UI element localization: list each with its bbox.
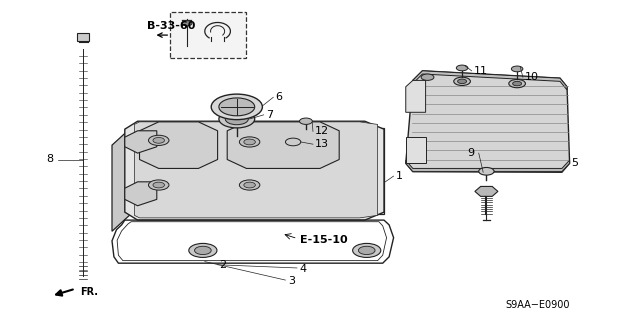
Polygon shape [131,128,384,214]
Circle shape [195,246,211,255]
Polygon shape [413,71,567,90]
Polygon shape [406,137,426,163]
Text: 3: 3 [288,276,295,286]
Text: 13: 13 [315,139,329,149]
Text: 11: 11 [474,66,488,76]
Polygon shape [112,128,131,231]
Circle shape [153,137,164,143]
Circle shape [148,180,169,190]
Text: FR.: FR. [80,287,98,297]
Circle shape [244,139,255,145]
Circle shape [511,66,523,72]
Circle shape [458,79,467,84]
Polygon shape [475,186,498,197]
Polygon shape [140,122,218,168]
Text: 12: 12 [315,126,329,137]
Polygon shape [227,122,339,168]
Polygon shape [125,121,384,220]
Circle shape [211,94,262,120]
Circle shape [219,110,255,128]
Polygon shape [125,182,157,206]
Polygon shape [406,71,570,172]
Text: 8: 8 [46,154,53,165]
Circle shape [421,74,434,80]
Text: 2: 2 [219,260,226,271]
Circle shape [513,81,522,86]
Circle shape [153,182,164,188]
Circle shape [244,182,255,188]
Polygon shape [406,80,426,112]
Circle shape [148,135,169,145]
Circle shape [456,65,468,71]
Text: 4: 4 [300,263,307,274]
Circle shape [182,21,192,26]
Text: 5: 5 [572,158,579,168]
Circle shape [353,243,381,257]
Circle shape [509,79,525,88]
FancyBboxPatch shape [170,12,246,58]
Polygon shape [406,160,570,172]
Text: 6: 6 [275,92,282,102]
Circle shape [239,180,260,190]
Circle shape [219,98,255,116]
Circle shape [358,246,375,255]
Text: 1: 1 [396,171,403,181]
Text: B-33-60: B-33-60 [147,20,196,31]
Circle shape [189,243,217,257]
Polygon shape [134,122,378,218]
Text: 10: 10 [525,72,539,82]
Text: S9AA−E0900: S9AA−E0900 [506,300,570,310]
Polygon shape [77,33,89,41]
Circle shape [454,77,470,85]
Text: 7: 7 [266,110,273,120]
Text: 9: 9 [467,148,474,158]
Polygon shape [125,131,157,153]
Circle shape [225,113,248,125]
Circle shape [479,167,494,175]
Circle shape [300,118,312,124]
Text: E-15-10: E-15-10 [300,235,347,245]
Circle shape [239,137,260,147]
Circle shape [285,138,301,146]
